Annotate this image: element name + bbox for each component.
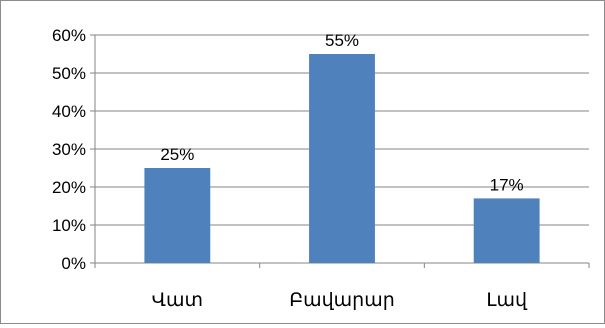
bar xyxy=(144,168,211,263)
y-tick-label: 60% xyxy=(52,26,86,45)
x-tick-label: Վատ xyxy=(152,290,203,311)
x-tick-label: Բավարար xyxy=(289,290,395,311)
data-label: 17% xyxy=(490,175,524,194)
bar xyxy=(309,54,375,263)
y-tick-label: 30% xyxy=(52,140,86,159)
data-labels: 25% 55% 17% xyxy=(160,31,523,194)
x-tick-labels: Վատ Բավարար Լավ xyxy=(152,290,528,311)
bar-chart: 0% 10% 20% 30% 40% 50% 60% 25% 55% 17% Վատ Բավարա… xyxy=(52,26,590,311)
y-tick-label: 50% xyxy=(52,64,86,83)
data-label: 25% xyxy=(160,145,194,164)
y-tick-label: 20% xyxy=(52,178,86,197)
bars xyxy=(144,54,540,263)
y-tick-labels: 0% 10% 20% 30% 40% 50% 60% xyxy=(52,26,86,273)
x-tick-label: Լավ xyxy=(486,290,528,311)
data-label: 55% xyxy=(325,31,359,50)
y-tick-label: 10% xyxy=(52,216,86,235)
bar xyxy=(473,198,540,263)
y-tick-label: 0% xyxy=(61,254,86,273)
y-tick-label: 40% xyxy=(52,102,86,121)
